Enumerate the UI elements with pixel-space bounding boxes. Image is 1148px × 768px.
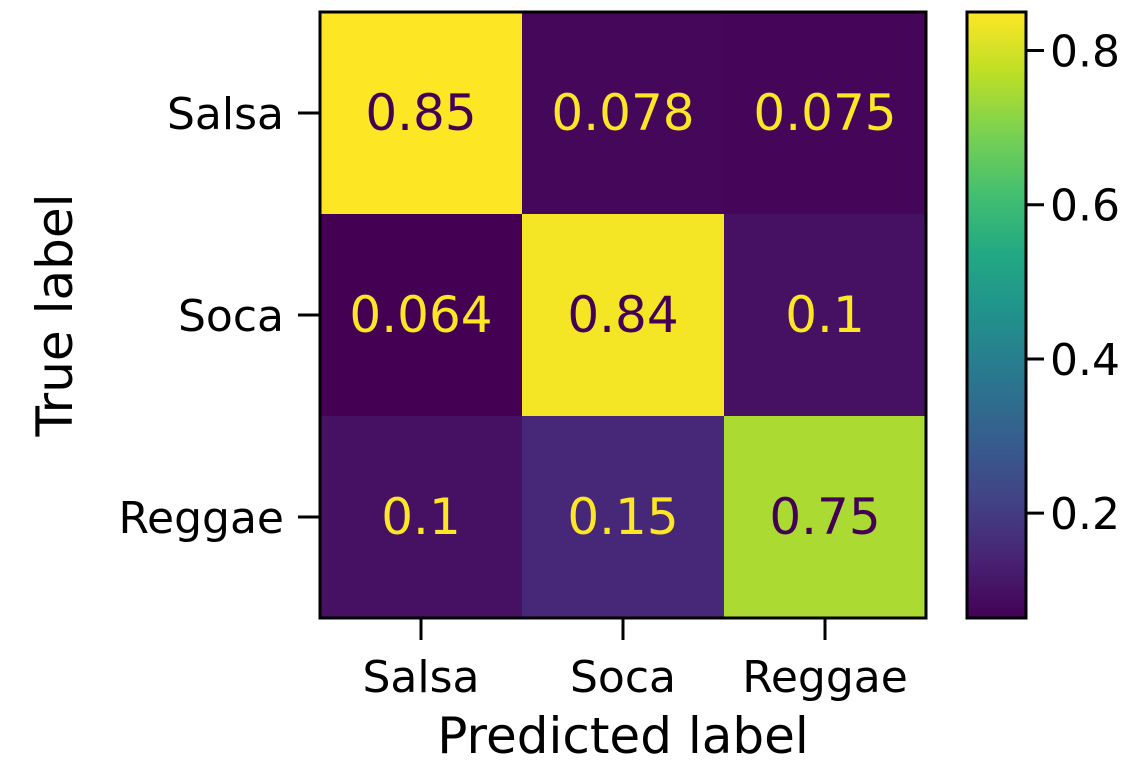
colorbar-tick-label: 0.6 bbox=[1050, 181, 1120, 232]
y-tick-label: Reggae bbox=[118, 493, 284, 544]
matrix-cell bbox=[320, 416, 523, 619]
colorbar-tick-label: 0.4 bbox=[1050, 335, 1120, 386]
x-tick-label: Reggae bbox=[742, 652, 908, 703]
colorbar bbox=[965, 10, 1028, 620]
matrix-cell bbox=[522, 416, 725, 619]
cell-value-label: 0.84 bbox=[567, 286, 678, 344]
cell-value-label: 0.078 bbox=[551, 84, 694, 142]
cell-value-label: 0.75 bbox=[769, 488, 880, 546]
x-axis-ticks: Salsa Soca Reggae bbox=[362, 618, 908, 703]
colorbar-ticks: 0.2 0.4 0.6 0.8 bbox=[1026, 27, 1120, 540]
y-axis-ticks: Salsa Soca Reggae bbox=[118, 89, 320, 544]
matrix-cell bbox=[320, 12, 523, 215]
y-axis-title: True label bbox=[26, 193, 84, 437]
matrix-cell bbox=[724, 12, 927, 215]
matrix-cell bbox=[724, 416, 927, 619]
cell-value-label: 0.075 bbox=[753, 84, 896, 142]
colorbar-tick-label: 0.2 bbox=[1050, 489, 1120, 540]
cell-value-label: 0.85 bbox=[365, 84, 476, 142]
x-tick-label: Salsa bbox=[362, 652, 479, 703]
y-tick-label: Salsa bbox=[167, 89, 284, 140]
matrix-cell bbox=[320, 214, 523, 417]
cell-value-label: 0.15 bbox=[567, 488, 678, 546]
matrix-cell-values: 0.85 0.078 0.075 0.064 0.84 0.1 0.1 0.15 0.75 bbox=[349, 84, 896, 546]
cell-value-label: 0.1 bbox=[785, 286, 865, 344]
cell-value-label: 0.1 bbox=[381, 488, 461, 546]
colorbar-tick-label: 0.8 bbox=[1050, 27, 1120, 78]
matrix-cell bbox=[724, 214, 927, 417]
matrix-cell bbox=[522, 12, 725, 215]
x-axis-title: Predicted label bbox=[437, 707, 809, 765]
matrix-cell bbox=[522, 214, 725, 417]
matrix-cells bbox=[320, 12, 927, 619]
x-tick-label: Soca bbox=[570, 652, 676, 703]
cell-value-label: 0.064 bbox=[349, 286, 492, 344]
y-tick-label: Soca bbox=[178, 291, 284, 342]
